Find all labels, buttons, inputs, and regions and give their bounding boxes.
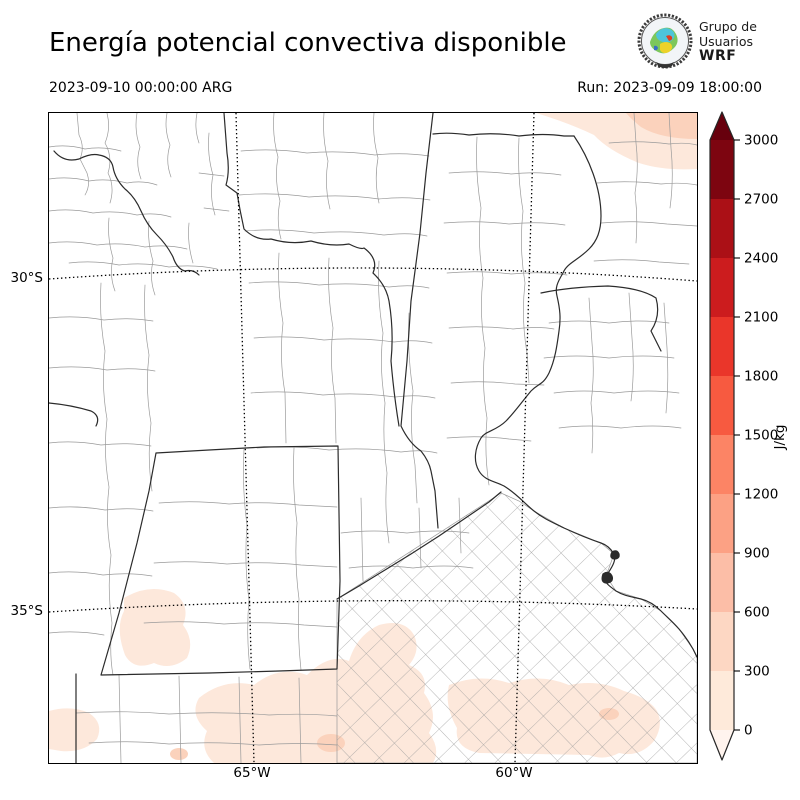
colorbar-tick-2700: 2700: [744, 192, 778, 208]
colorbar-seg-3: [710, 494, 734, 553]
logo-line-wrf: WRF: [699, 48, 737, 64]
colorbar-seg-4: [710, 435, 734, 494]
colorbar-tick-1800: 1800: [744, 369, 778, 385]
parana-river: [474, 135, 697, 658]
colorbar-tick-3000: 3000: [744, 133, 778, 149]
colorbar: 0 300 600 900 1200 1500 1800 2100 2400 2…: [709, 111, 788, 761]
colorbar-tick-900: 900: [744, 546, 770, 562]
colorbar-arrow-over: [710, 112, 734, 140]
colorbar-arrow-under: [710, 730, 734, 760]
colorbar-seg-7: [710, 258, 734, 317]
cape-patch-southwest-corner: [49, 708, 100, 752]
colorbar-seg-1: [710, 612, 734, 671]
river-delta-blob-2: [601, 571, 614, 584]
lat-label-35s: 35°S: [10, 603, 44, 619]
border-san-luis: [100, 445, 341, 676]
gridline-60w: [514, 113, 535, 763]
valid-time-label: 2023-09-10 00:00:00 ARG: [49, 80, 233, 96]
colorbar-tick-300: 300: [744, 664, 770, 680]
lat-label-30s: 30°S: [10, 270, 44, 286]
cape-spot-2: [170, 748, 188, 760]
colorbar-seg-9: [710, 140, 734, 199]
river-delta-blob-1: [610, 550, 620, 560]
lon-label-60w: 60°W: [495, 765, 533, 781]
border-santiago-santafe: [400, 113, 439, 529]
province-boundaries: [49, 113, 697, 763]
run-time-label: Run: 2023-09-09 18:00:00: [577, 80, 762, 96]
border-buenosaires-north: [336, 491, 502, 600]
gridline-65w: [235, 113, 255, 763]
colorbar-tick-2400: 2400: [744, 251, 778, 267]
colorbar-seg-0: [710, 671, 734, 730]
buenos-aires-mosaic: [336, 492, 697, 763]
cape-patch-west: [119, 589, 191, 667]
border-mendoza-sanjuan: [49, 402, 99, 427]
colorbar-segments: [710, 112, 734, 760]
colorbar-unit-label: J/kg: [772, 425, 788, 451]
department-boundaries: [49, 113, 697, 763]
colorbar-seg-2: [710, 553, 734, 612]
lon-label-65w: 65°W: [233, 765, 271, 781]
colorbar-ticklabels: 0 300 600 900 1200 1500 1800 2100 2400 2…: [744, 133, 778, 739]
border-northwest: [53, 150, 200, 276]
colorbar-seg-5: [710, 376, 734, 435]
map-canvas: [48, 112, 698, 764]
logo-text: Grupo de Usuarios WRF: [699, 19, 757, 64]
colorbar-tick-0: 0: [744, 723, 753, 739]
border-north-center: [223, 113, 400, 427]
page-title: Energía potencial convectiva disponible: [49, 28, 567, 58]
cape-patch-northeast-corner: [626, 113, 697, 139]
wrf-users-group-logo-icon: [637, 13, 693, 69]
colorbar-tickmarks: [734, 139, 740, 731]
map-plot: [49, 113, 697, 763]
colorbar-tick-600: 600: [744, 605, 770, 621]
gridline-30s: [49, 267, 697, 282]
logo-line-1: Grupo de: [699, 19, 757, 34]
colorbar-seg-6: [710, 317, 734, 376]
border-entrerios-north: [540, 285, 662, 352]
colorbar-seg-8: [710, 199, 734, 258]
graticule: [49, 113, 697, 763]
colorbar-tick-1200: 1200: [744, 487, 778, 503]
colorbar-tick-1500: 1500: [744, 428, 778, 444]
gridline-35s: [49, 600, 697, 613]
logo-line-2: Usuarios: [699, 34, 754, 49]
border-chaco-south: [432, 132, 575, 137]
colorbar-tick-2100: 2100: [744, 310, 778, 326]
